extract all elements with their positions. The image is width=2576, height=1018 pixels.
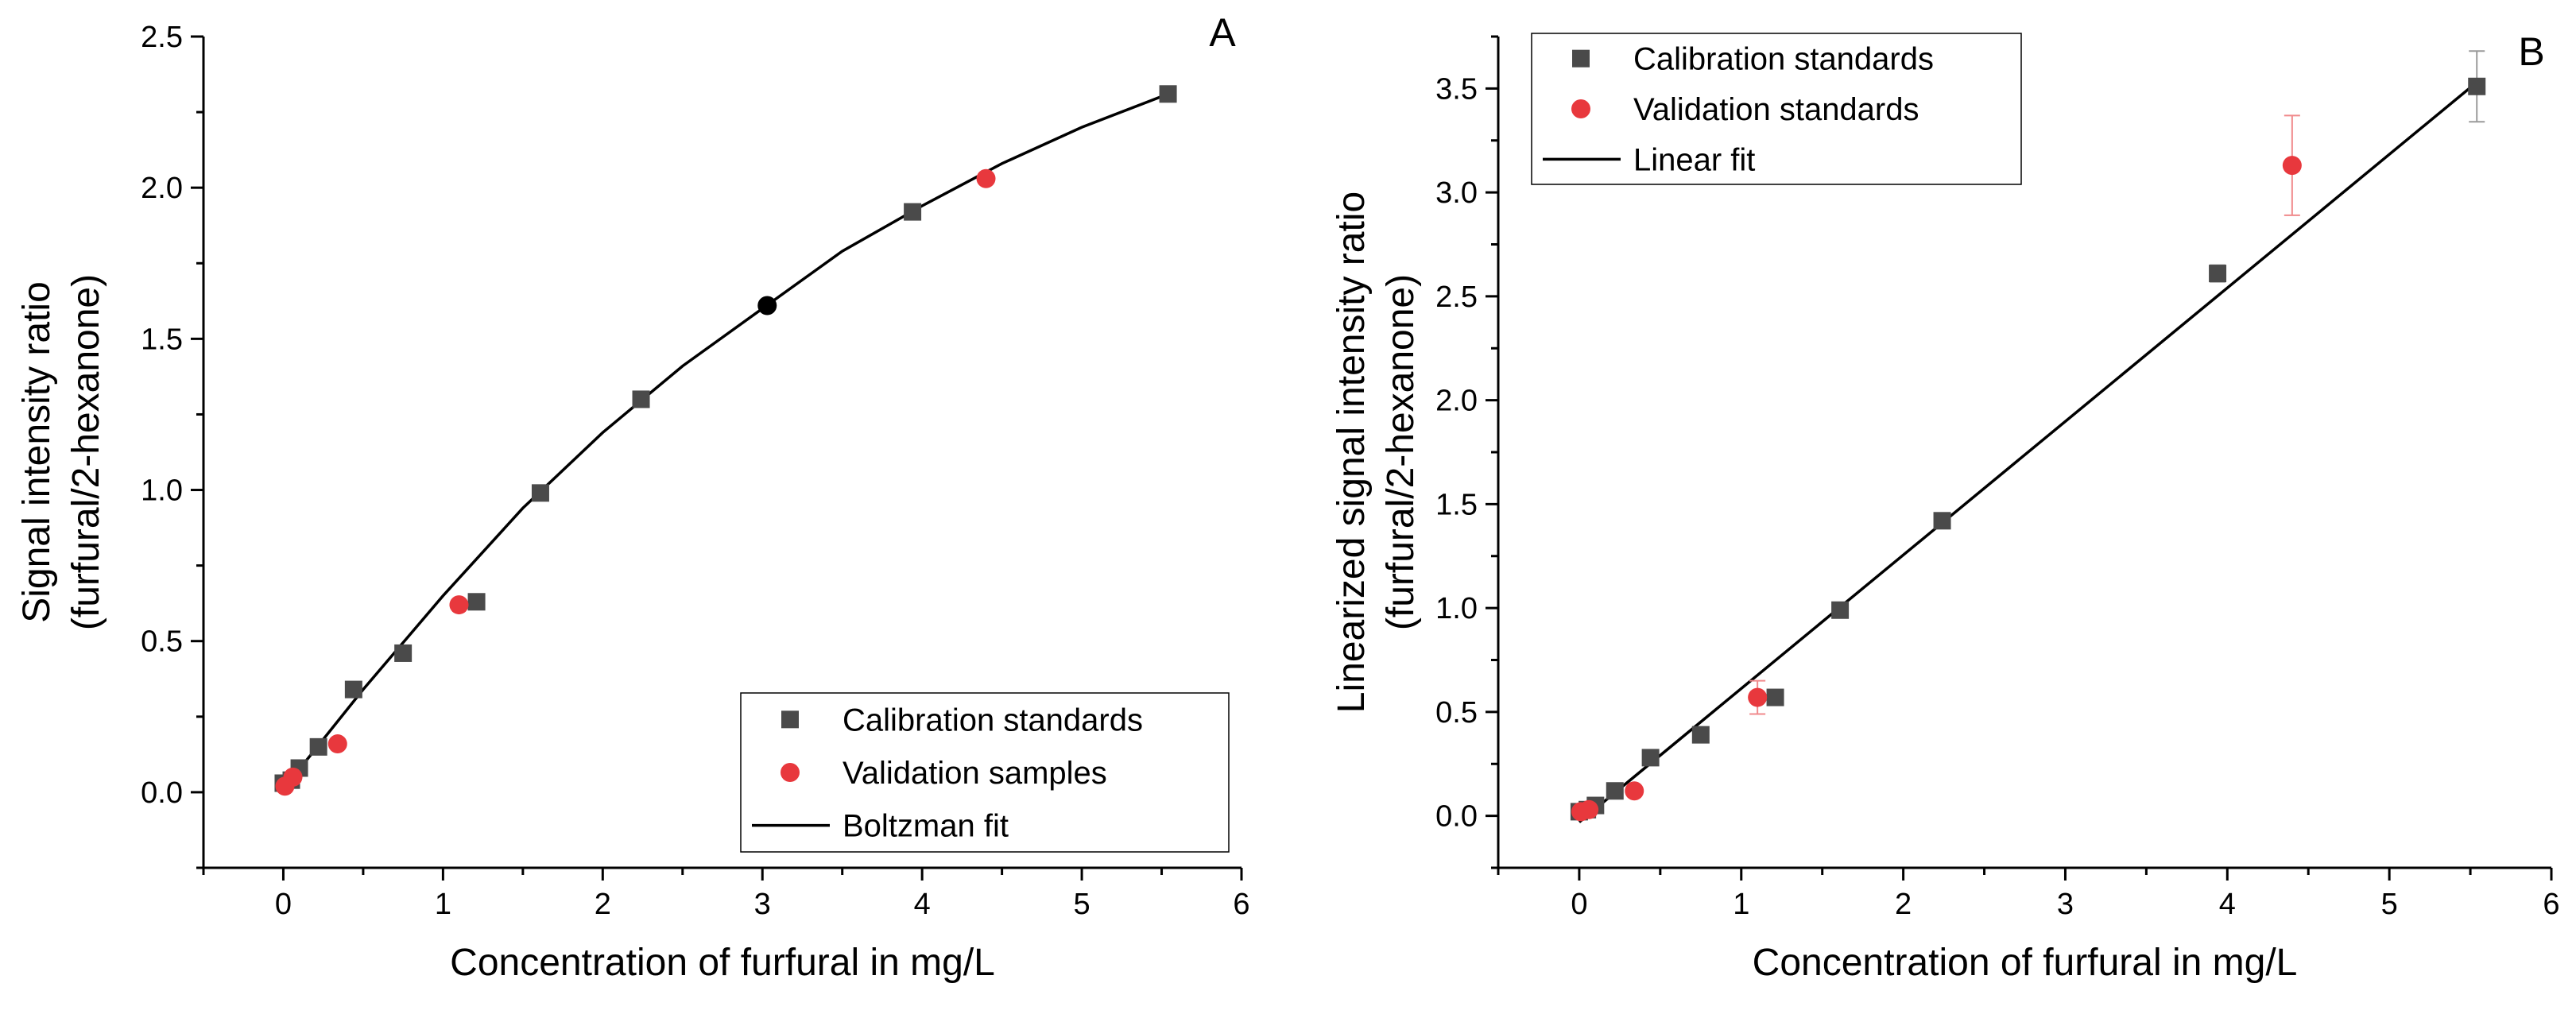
y-tick-label: 3.5 bbox=[1435, 72, 1478, 106]
plot-area bbox=[274, 85, 1177, 796]
legend: Calibration standards Validation samples B… bbox=[740, 692, 1230, 853]
data-point-square bbox=[1641, 749, 1660, 767]
panel-b: 0 1 2 3 4 5 6 0.0 0.5 1.0 1.5 2.0 2.5 3.0 3.5 Concentra… bbox=[1331, 29, 2560, 984]
legend-square-swatch bbox=[781, 710, 799, 729]
data-point-square bbox=[632, 390, 650, 408]
data-point-circle bbox=[976, 168, 996, 188]
data-point-circle bbox=[1748, 687, 1768, 707]
data-point-square bbox=[344, 680, 362, 699]
data-point-square bbox=[394, 644, 413, 662]
data-point-square bbox=[1159, 85, 1177, 103]
data-point-square bbox=[1606, 782, 1624, 800]
legend-circle-swatch bbox=[781, 763, 800, 782]
legend-label: Validation samples bbox=[843, 756, 1107, 791]
y-tick-label: 2.5 bbox=[141, 21, 183, 54]
x-tick-label: 6 bbox=[1233, 888, 1249, 921]
legend-label: Linear fit bbox=[1633, 142, 1755, 177]
data-point-square bbox=[1831, 601, 1850, 619]
legend-square-swatch bbox=[1572, 49, 1590, 68]
x-axis-title: Concentration of furfural in mg/L bbox=[450, 942, 995, 984]
y-tick-label: 1.5 bbox=[1435, 488, 1478, 521]
x-tick-label: 6 bbox=[2543, 888, 2559, 921]
data-point-square bbox=[2209, 265, 2227, 283]
y-axis-title-line2: (furfural/2-hexanone) bbox=[65, 274, 107, 630]
x-tick-label: 5 bbox=[2381, 888, 2398, 921]
y-tick-label: 0.0 bbox=[141, 776, 183, 810]
data-point-circle bbox=[1579, 799, 1599, 819]
y-tick-label: 0.5 bbox=[1435, 696, 1478, 730]
x-tick-label: 1 bbox=[435, 888, 451, 921]
y-tick-label: 2.0 bbox=[141, 172, 183, 205]
data-point-square bbox=[904, 203, 922, 221]
legend-label: Calibration standards bbox=[1633, 42, 1934, 77]
x-tick-label: 0 bbox=[275, 888, 292, 921]
data-point-square bbox=[309, 737, 327, 756]
y-tick-label: 0.5 bbox=[141, 625, 183, 659]
y-axis-title-line1: Linearized signal intensity ratio bbox=[1331, 192, 1373, 713]
fit-line bbox=[1578, 81, 2478, 823]
legend-label: Calibration standards bbox=[843, 703, 1143, 737]
y-tick-label: 0.0 bbox=[1435, 800, 1478, 834]
y-tick-label: 1.0 bbox=[1435, 592, 1478, 625]
legend-label: Boltzman fit bbox=[843, 809, 1009, 844]
data-point-square bbox=[531, 484, 549, 502]
legend-circle-swatch bbox=[1571, 99, 1590, 118]
data-point-circle bbox=[2282, 156, 2302, 176]
data-point-circle bbox=[757, 296, 777, 315]
x-tick-label: 5 bbox=[1074, 888, 1090, 921]
x-tick-label: 2 bbox=[1895, 888, 1912, 921]
y-axis-title-line1: Signal intensity ratio bbox=[16, 281, 58, 623]
data-point-circle bbox=[449, 595, 469, 615]
data-point-square bbox=[1933, 512, 1951, 530]
y-tick-label: 3.0 bbox=[1435, 176, 1478, 210]
panel-label: A bbox=[1209, 10, 1236, 55]
y-tick-label: 2.0 bbox=[1435, 385, 1478, 418]
x-tick-label: 4 bbox=[2219, 888, 2236, 921]
fit-line bbox=[282, 92, 1169, 791]
panel-a: 0 1 2 3 4 5 6 0.0 0.5 1.0 1.5 2.0 2.5 Concentration o… bbox=[16, 10, 1250, 984]
x-tick-label: 0 bbox=[1571, 888, 1587, 921]
data-point-square bbox=[1766, 688, 1784, 706]
x-tick-label: 3 bbox=[2057, 888, 2074, 921]
x-tick-label: 3 bbox=[754, 888, 771, 921]
legend: Calibration standards Validation standard… bbox=[1531, 33, 2022, 185]
y-tick-label: 1.5 bbox=[141, 323, 183, 356]
plot-area bbox=[1570, 50, 2486, 823]
x-tick-label: 2 bbox=[595, 888, 611, 921]
data-point-square bbox=[467, 593, 486, 611]
legend-label: Validation standards bbox=[1633, 92, 1919, 127]
data-point-square bbox=[1691, 726, 1710, 744]
data-point-circle bbox=[327, 734, 347, 754]
panel-label: B bbox=[2518, 29, 2544, 74]
x-tick-label: 4 bbox=[914, 888, 931, 921]
data-point-circle bbox=[1625, 781, 1644, 801]
y-axis-title-line2: (furfural/2-hexanone) bbox=[1380, 274, 1422, 630]
data-point-square bbox=[2468, 77, 2486, 95]
y-tick-label: 2.5 bbox=[1435, 281, 1478, 314]
y-tick-label: 1.0 bbox=[141, 474, 183, 508]
data-point-circle bbox=[283, 767, 303, 787]
x-tick-label: 1 bbox=[1733, 888, 1749, 921]
x-axis-title: Concentration of furfural in mg/L bbox=[1753, 942, 2298, 984]
